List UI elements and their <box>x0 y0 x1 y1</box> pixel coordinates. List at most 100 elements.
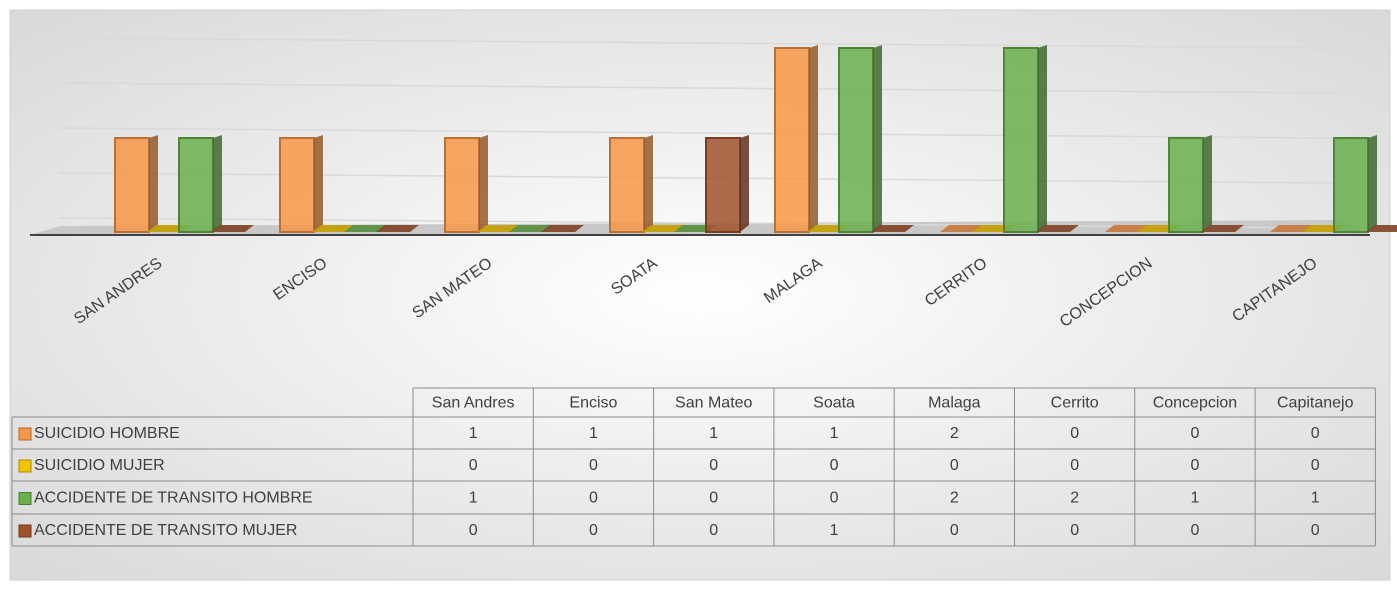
bar-side <box>873 45 882 232</box>
table-cell: 0 <box>709 490 718 507</box>
legend-swatch <box>18 427 32 441</box>
bar-side <box>213 135 222 232</box>
bar-side <box>149 135 158 232</box>
table-cell: 1 <box>469 490 478 507</box>
bar-face <box>1366 225 1397 232</box>
table-cell: 1 <box>1190 490 1199 507</box>
table-cell: 0 <box>589 457 598 474</box>
table-cell: 1 <box>589 425 598 442</box>
table-header: Enciso <box>569 395 617 412</box>
table-cell: 1 <box>830 425 839 442</box>
table-header: San Mateo <box>675 395 752 412</box>
bar <box>1333 135 1377 233</box>
table-header: Capitanejo <box>1277 395 1354 412</box>
bar <box>509 225 552 232</box>
table-cell: 1 <box>709 425 718 442</box>
table-cell: 1 <box>1311 490 1320 507</box>
bar-face <box>1333 137 1369 233</box>
bar-face <box>1105 225 1148 232</box>
bar-face <box>509 225 552 232</box>
bar <box>705 135 749 233</box>
bar <box>344 225 387 232</box>
bar <box>838 45 882 233</box>
table-cell: 0 <box>1311 457 1320 474</box>
bar <box>1168 135 1212 233</box>
table-cell: 0 <box>830 490 839 507</box>
table-cell: 2 <box>1070 490 1079 507</box>
table-cell: 0 <box>589 490 598 507</box>
table-cell: 1 <box>830 522 839 539</box>
bar-face <box>1036 225 1079 232</box>
table-cell: 2 <box>950 490 959 507</box>
table-cell: 2 <box>950 425 959 442</box>
bar-face <box>477 225 520 232</box>
bar <box>642 225 685 232</box>
bar <box>211 225 254 232</box>
bar <box>1270 225 1313 232</box>
bar-side <box>1368 135 1377 232</box>
bar <box>178 135 222 233</box>
table-cell: 0 <box>1070 425 1079 442</box>
bar <box>444 135 488 233</box>
bar <box>609 135 653 233</box>
bar-side <box>314 135 323 232</box>
table-cell: 0 <box>589 522 598 539</box>
table-cell: 0 <box>1070 522 1079 539</box>
bar-face <box>312 225 355 232</box>
table-cell: 0 <box>1311 425 1320 442</box>
bar-face <box>279 137 315 233</box>
bar-face <box>705 137 741 233</box>
table-header: Cerrito <box>1051 395 1099 412</box>
bar-side <box>740 135 749 232</box>
table-cell: 0 <box>830 457 839 474</box>
bar <box>279 135 323 233</box>
legend-label: ACCIDENTE DE TRANSITO MUJER <box>34 522 297 539</box>
table-cell: 0 <box>950 457 959 474</box>
bar-side <box>479 135 488 232</box>
bar <box>1366 225 1397 232</box>
bar-face <box>344 225 387 232</box>
table-header: San Andres <box>432 395 515 412</box>
bar <box>871 225 914 232</box>
table-cell: 0 <box>709 457 718 474</box>
bar-face <box>1003 47 1039 233</box>
legend-label: SUICIDIO HOMBRE <box>34 425 180 442</box>
bar-face <box>1168 137 1204 233</box>
bar-face <box>871 225 914 232</box>
bar-face <box>211 225 254 232</box>
bar <box>774 45 818 233</box>
table-header: Soata <box>813 395 855 412</box>
table-cell: 0 <box>950 522 959 539</box>
bar-face <box>642 225 685 232</box>
table-cell: 1 <box>469 425 478 442</box>
bar <box>1036 225 1079 232</box>
table-cell: 0 <box>469 457 478 474</box>
grid-line <box>59 127 1341 139</box>
bar <box>114 135 158 233</box>
table-cell: 0 <box>1190 457 1199 474</box>
bar-side <box>1203 135 1212 232</box>
bar-face <box>609 137 645 233</box>
legend-swatch <box>18 524 32 538</box>
bar <box>376 225 419 232</box>
bar-face <box>541 225 584 232</box>
legend-label: SUICIDIO MUJER <box>34 457 165 474</box>
grid-line <box>59 172 1341 184</box>
grid-line <box>59 37 1341 49</box>
bar-face <box>444 137 480 233</box>
bar <box>477 225 520 232</box>
bar-side <box>809 45 818 232</box>
bar <box>541 225 584 232</box>
bar <box>312 225 355 232</box>
legend-label: ACCIDENTE DE TRANSITO HOMBRE <box>34 490 313 507</box>
table-cell: 0 <box>469 522 478 539</box>
bar-face <box>940 225 983 232</box>
table-cell: 0 <box>1070 457 1079 474</box>
bar <box>940 225 983 232</box>
bar <box>1105 225 1148 232</box>
chart-area <box>9 9 1391 581</box>
bar-side <box>644 135 653 232</box>
bar-face <box>838 47 874 233</box>
table-cell: 0 <box>1311 522 1320 539</box>
